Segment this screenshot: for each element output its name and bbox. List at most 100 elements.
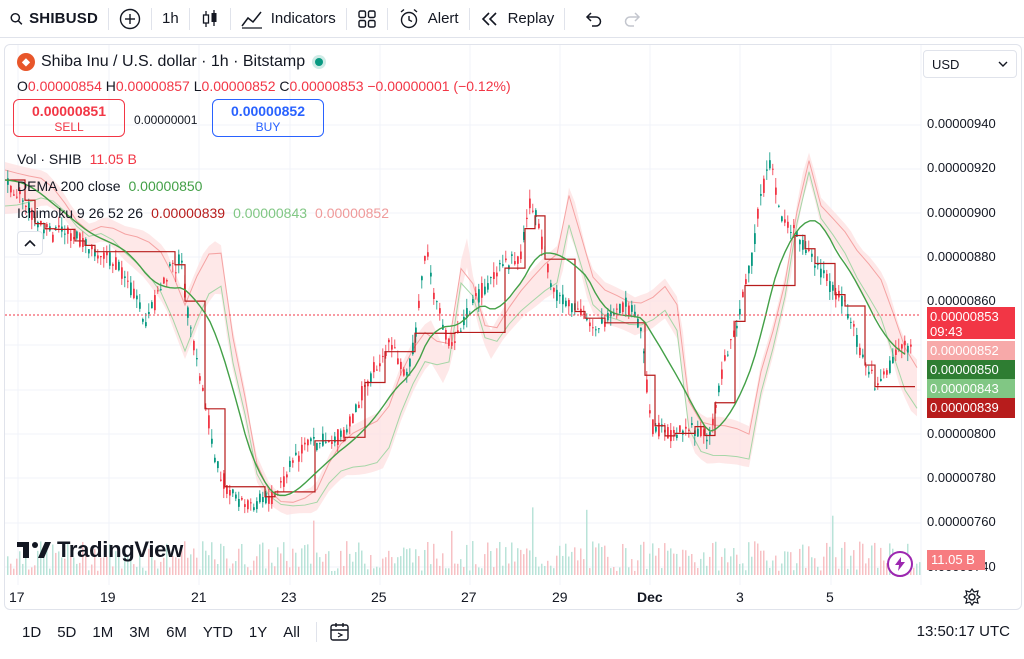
volume-bar [151,549,153,575]
volume-bar [13,568,15,575]
tradingview-logo[interactable]: TradingView [17,537,183,563]
candle-body [151,302,153,309]
undo-button[interactable] [573,0,613,38]
volume-bar [838,568,840,575]
close-label: C [279,78,290,94]
volume-bar [34,565,36,575]
range-5d-button[interactable]: 5D [57,623,77,641]
range-1m-button[interactable]: 1M [92,623,114,641]
open-value: 0.00000854 [27,78,102,94]
sell-button[interactable]: 0.00000851 SELL [13,99,125,137]
candle-body [907,345,909,353]
volume-bar [214,559,216,575]
volume-bar [145,570,147,575]
volume-bar [808,546,810,575]
dema-legend[interactable]: DEMA 200 close 0.00000850 [17,178,202,194]
ichimoku-legend[interactable]: Ichimoku 9 26 52 26 0.00000839 0.00000843 0… [17,205,389,221]
candle-body [787,221,789,228]
candle-body [112,264,114,266]
range-3m-button[interactable]: 3M [129,623,151,641]
candle-body [220,479,222,481]
volume-bar [607,556,609,575]
candle-body [889,360,891,374]
alert-button[interactable]: Alert [388,0,469,38]
chart-type-button[interactable] [190,0,230,38]
candle-body [523,231,525,240]
volume-bar [238,548,240,575]
volume-bar [496,548,498,575]
range-ytd-button[interactable]: YTD [202,623,233,641]
ichimoku-value-2: 0.00000843 [233,205,308,221]
volume-bar [112,566,114,575]
candle-body [793,225,795,229]
interval-button[interactable]: 1h [152,0,189,38]
range-6m-button[interactable]: 6M [166,623,187,641]
buy-button[interactable]: 0.00000852 BUY [212,99,324,137]
currency-select[interactable]: USD [923,50,1017,78]
volume-bar [868,558,870,575]
volume-legend[interactable]: Vol · SHIB 11.05 B [17,151,137,167]
range-1y-button[interactable]: 1Y [248,623,268,641]
volume-bar [460,559,462,575]
volume-bar [340,550,342,575]
candle-body [82,238,84,248]
candle-body [175,272,177,274]
volume-bar [610,568,612,575]
symbol-title[interactable]: Shiba Inu / U.S. dollar · 1h · Bitstamp [41,53,306,70]
volume-bar [301,548,303,575]
compare-button[interactable] [109,0,151,38]
quick-action-button[interactable] [887,551,913,577]
candle-body [19,189,21,195]
volume-bar [739,563,741,575]
volume-bar [685,550,687,575]
volume-bar [454,563,456,575]
volume-bar [619,567,621,575]
time-axis[interactable]: 17 19 21 23 25 27 29 Dec 3 5 [5,585,1021,609]
candle-body [640,327,642,332]
dema-price-tag: 0.00000850 [927,360,1015,380]
utc-clock[interactable]: 13:50:17 UTC [916,623,1010,640]
volume-bar [856,569,858,575]
volume-bar [385,557,387,575]
volume-bar [262,542,264,575]
goto-date-button[interactable] [329,622,351,642]
divider [468,7,470,30]
volume-bar [298,566,300,575]
range-all-button[interactable]: All [283,623,300,641]
candle-body [781,216,783,222]
volume-bar [316,552,318,575]
candle-body [13,194,15,196]
candle-body [859,347,861,356]
symbol-search[interactable]: SHIBUSD [0,0,108,38]
price-axis-label: 0.00000880 [927,249,996,264]
range-1d-button[interactable]: 1D [22,623,42,641]
volume-bar [649,553,651,575]
volume-bar [28,569,30,575]
layouts-button[interactable] [347,0,387,38]
candles-icon [202,9,217,27]
candle-body [349,416,351,427]
volume-bar [91,564,93,575]
chart-pane[interactable]: ◆ Shiba Inu / U.S. dollar · 1h · Bitstam… [4,44,1022,610]
candle-body [481,283,483,298]
volume-bar [175,557,177,575]
indicators-button[interactable]: Indicators [231,0,346,38]
price-chart[interactable] [5,45,1022,610]
candle-body [28,202,30,213]
volume-bar [493,567,495,575]
volume-bar [481,568,483,575]
volume-bar [706,565,708,575]
redo-button[interactable] [613,0,653,38]
volume-bar [106,556,108,575]
volume-bar [715,541,717,575]
gear-icon[interactable] [963,588,981,606]
candle-body [265,492,267,504]
collapse-legend-button[interactable] [17,231,43,255]
volume-bar [16,558,18,575]
volume-bar [472,541,474,575]
replay-button[interactable]: Replay [470,0,565,38]
volume-bar [115,551,117,575]
volume-bar [67,542,69,575]
candle-body [517,256,519,264]
candle-body [769,160,771,169]
